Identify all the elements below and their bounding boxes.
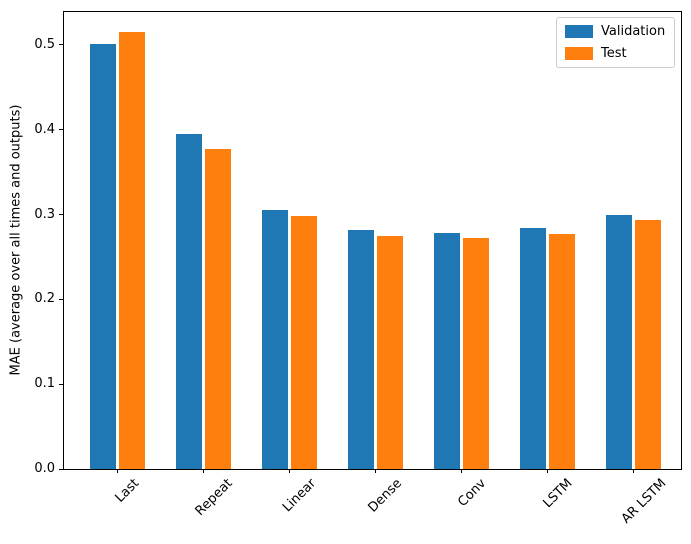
x-tick-mark xyxy=(117,469,118,473)
bar-test-last xyxy=(119,32,145,469)
y-tick-mark xyxy=(59,383,63,385)
y-tick-label: 0.1 xyxy=(34,376,55,392)
x-tick-label: Last xyxy=(112,476,143,506)
legend-label-test: Test xyxy=(601,46,627,61)
x-tick-mark xyxy=(375,469,376,473)
bar-validation-conv xyxy=(434,233,460,469)
legend-item-validation: Validation xyxy=(565,24,665,39)
y-tick-mark xyxy=(59,468,63,470)
y-tick-mark xyxy=(59,298,63,300)
legend-label-validation: Validation xyxy=(601,24,666,39)
x-tick-label: Conv xyxy=(454,476,489,510)
bar-test-ar-lstm xyxy=(635,219,661,469)
legend: Validation Test xyxy=(556,17,676,68)
x-tick-mark xyxy=(633,469,634,473)
bar-test-dense xyxy=(377,235,403,469)
bar-validation-ar-lstm xyxy=(606,214,632,469)
bar-validation-repeat xyxy=(176,133,202,469)
y-tick-label: 0.5 xyxy=(34,36,55,52)
bar-validation-last xyxy=(90,44,116,469)
y-tick-label: 0.0 xyxy=(34,461,55,476)
bar-validation-lstm xyxy=(520,228,546,469)
y-tick-mark xyxy=(59,44,63,46)
y-tick-mark xyxy=(59,214,63,216)
y-tick-label: 0.3 xyxy=(34,206,55,222)
x-tick-label: Linear xyxy=(280,476,320,516)
bar-test-lstm xyxy=(549,234,575,469)
y-tick-mark xyxy=(59,129,63,131)
legend-item-test: Test xyxy=(565,46,665,61)
bar-test-conv xyxy=(463,238,489,469)
bar-validation-dense xyxy=(348,229,374,469)
x-tick-label: LSTM xyxy=(540,476,576,512)
legend-swatch-validation xyxy=(565,25,593,38)
y-axis-label-text: MAE (average over all times and outputs) xyxy=(8,104,24,376)
bar-test-repeat xyxy=(205,149,231,469)
x-tick-label: AR LSTM xyxy=(618,476,670,527)
bar-validation-linear xyxy=(262,210,288,469)
x-tick-mark xyxy=(547,469,548,473)
bar-test-linear xyxy=(291,216,317,469)
x-tick-label: Dense xyxy=(365,476,406,516)
y-tick-label: 0.4 xyxy=(34,121,55,137)
x-tick-mark xyxy=(203,469,204,473)
x-tick-label: Repeat xyxy=(192,476,236,519)
x-tick-mark xyxy=(289,469,290,473)
y-tick-label: 0.2 xyxy=(34,291,55,307)
x-tick-mark xyxy=(461,469,462,473)
legend-swatch-test xyxy=(565,47,593,60)
